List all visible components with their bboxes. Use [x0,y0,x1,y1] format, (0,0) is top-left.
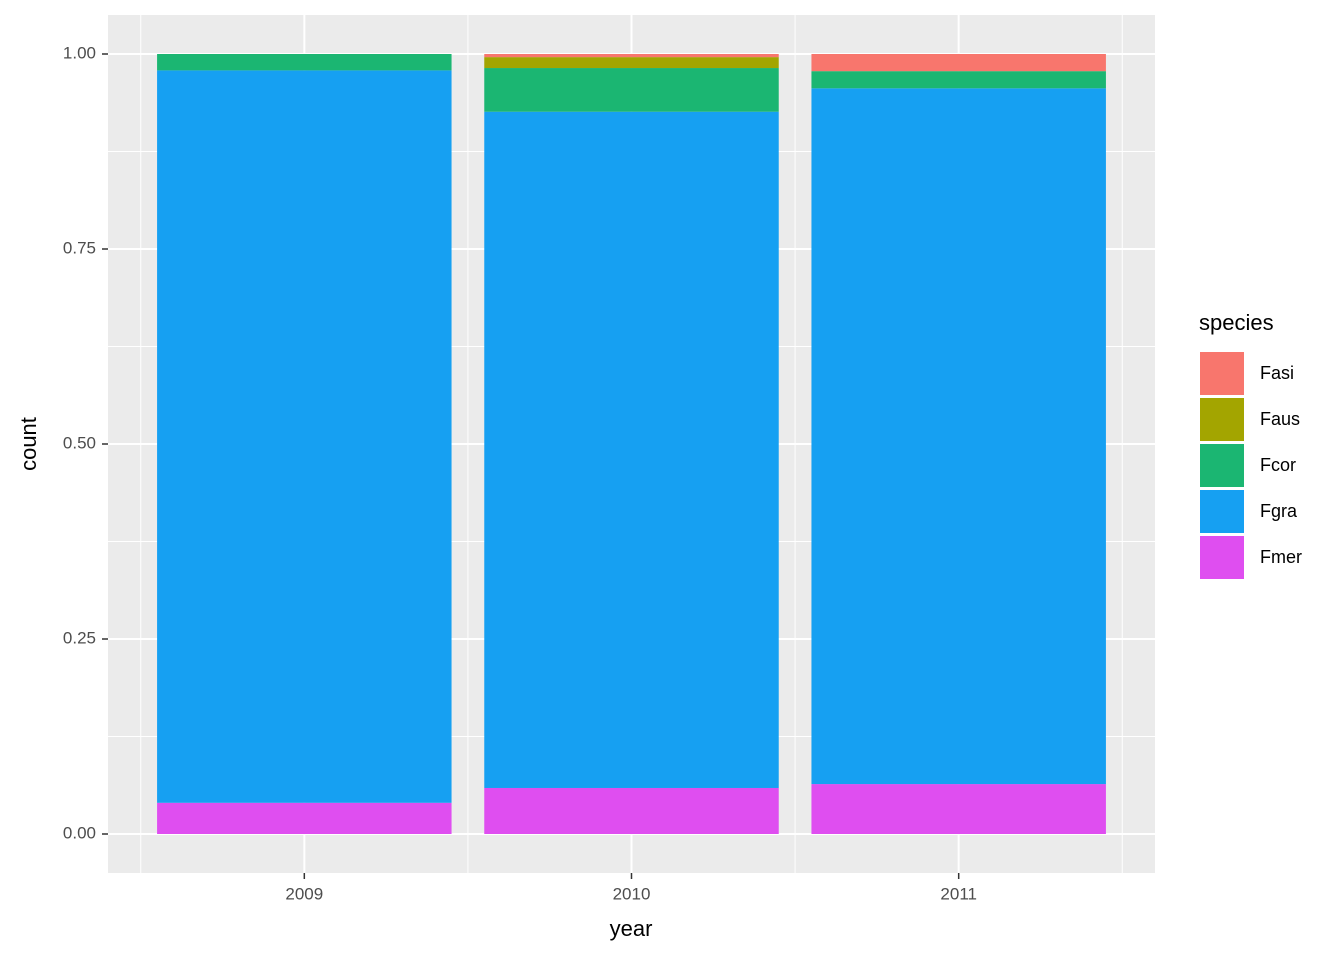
legend-key [1200,398,1244,441]
bar-segment [157,54,452,71]
legend-key [1200,536,1244,579]
legend-key [1200,444,1244,487]
x-tick-label: 2011 [940,884,977,903]
x-tick-label: 2010 [613,884,651,903]
y-tick-label: 0.50 [63,433,96,452]
y-tick-label: 0.25 [63,628,96,647]
legend-label: Fcor [1260,455,1296,475]
y-axis-title: count [16,417,41,471]
bar-segment [484,57,779,69]
bar-segment [811,88,1106,785]
legend-label: Fmer [1260,547,1302,567]
y-tick-label: 1.00 [63,43,96,62]
bar-segment [157,70,452,803]
y-tick-label: 0.75 [63,238,96,257]
bar-segment [157,802,452,834]
legend-label: Faus [1260,409,1300,429]
legend-label: Fasi [1260,363,1294,383]
x-axis-title: year [610,916,653,941]
legend-key [1200,352,1244,395]
legend-title: species [1199,310,1274,335]
bar-segment [484,111,779,788]
bar-segment [484,54,779,58]
bar-segment [811,71,1106,89]
legend-label: Fgra [1260,501,1298,521]
bar-segment [811,784,1106,834]
bar-segment [484,787,779,834]
bar-segment [484,68,779,112]
bar-segment [811,54,1106,72]
x-tick-label: 2009 [285,884,323,903]
y-tick-label: 0.00 [63,823,96,842]
legend-key [1200,490,1244,533]
